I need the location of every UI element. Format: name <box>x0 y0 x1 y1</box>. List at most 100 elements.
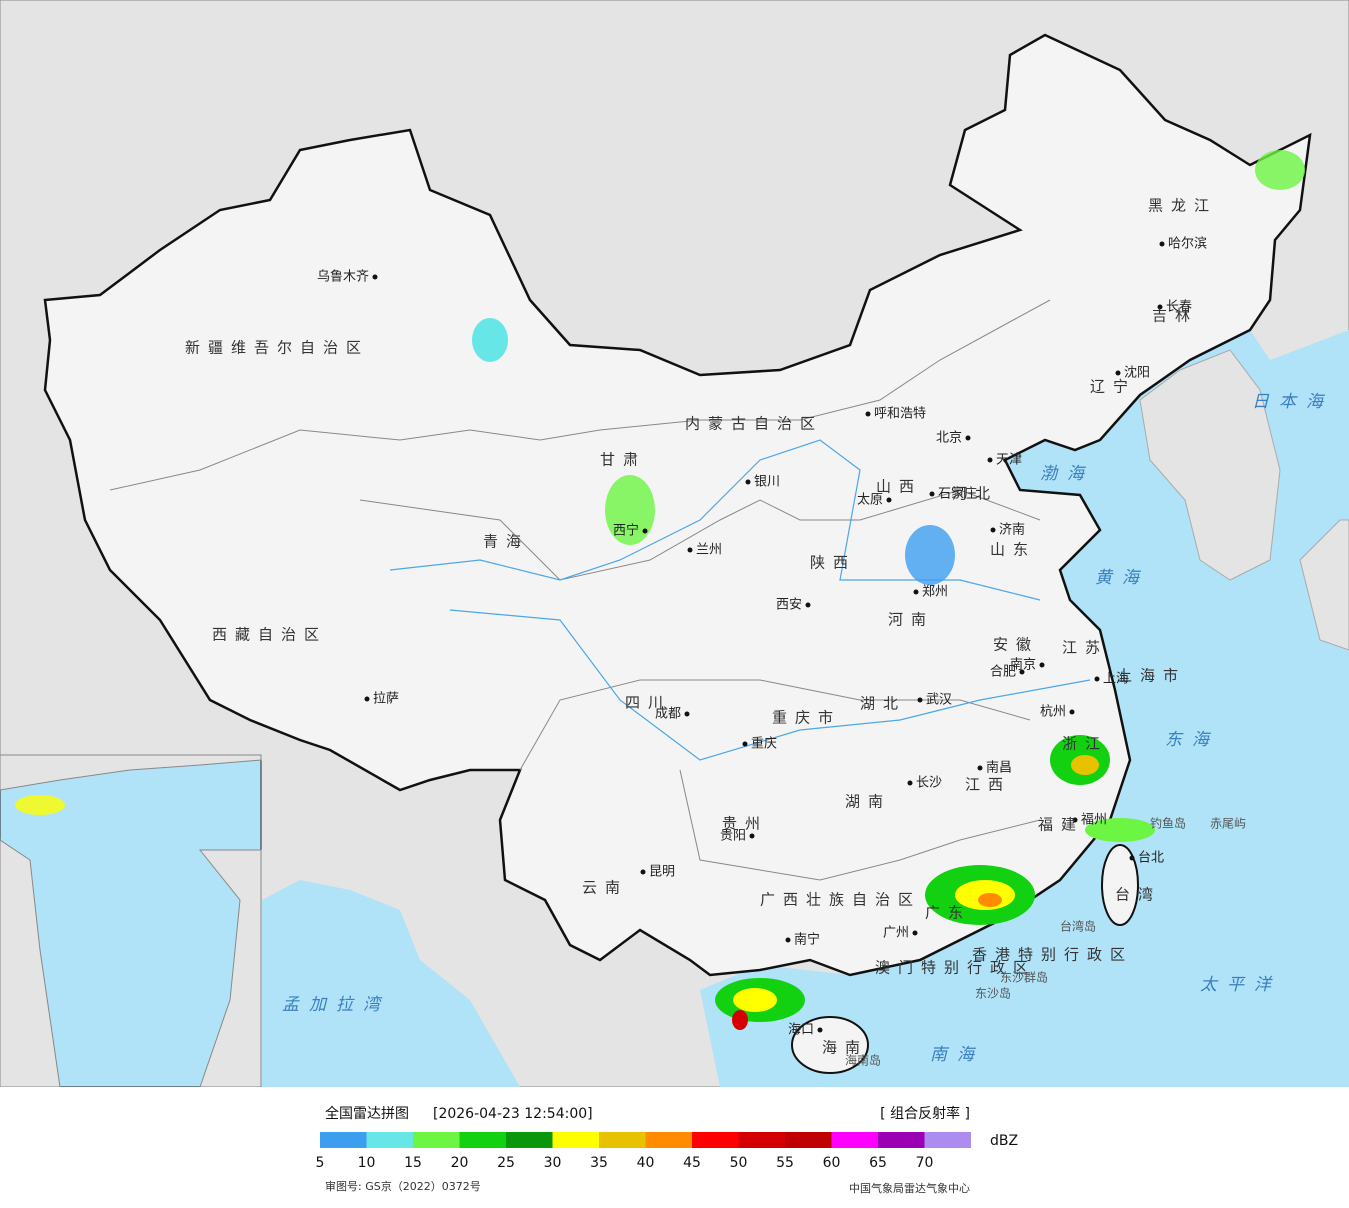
city-marker <box>372 274 378 280</box>
city-marker <box>977 765 983 771</box>
title: 全国雷达拼图 <box>325 1105 409 1122</box>
city-label: 拉萨 <box>373 692 399 707</box>
city-marker <box>917 697 923 703</box>
bay-of-bengal <box>262 880 520 1087</box>
island-label: 海南岛 <box>845 1053 881 1068</box>
legend-tick-label: 5 <box>316 1155 325 1171</box>
product: [ 组合反射率 ] <box>880 1105 970 1122</box>
color-box <box>878 1132 925 1148</box>
city-marker <box>684 711 690 717</box>
color-box <box>366 1132 413 1148</box>
region-label: 山西 <box>876 478 922 496</box>
region-label: 河南 <box>888 611 934 629</box>
region-label: 辽宁 <box>1090 378 1136 396</box>
echo <box>733 988 777 1012</box>
region-label: 海南 <box>822 1039 868 1057</box>
hainan-island <box>791 1016 869 1074</box>
color-box <box>831 1132 878 1148</box>
region-label: 湖北 <box>860 695 906 713</box>
city-marker <box>742 741 748 747</box>
city-label: 台北 <box>1138 851 1164 866</box>
region-label: 上海市 <box>1117 667 1186 685</box>
sea-label: 南海 <box>930 1045 984 1065</box>
color-box <box>459 1132 506 1148</box>
region-label: 重庆市 <box>772 709 841 727</box>
region-label: 山东 <box>990 541 1036 559</box>
city-marker <box>785 937 791 943</box>
region-label: 甘肃 <box>600 451 646 469</box>
river <box>389 439 1041 601</box>
city-marker <box>990 527 996 533</box>
city-label: 呼和浩特 <box>874 407 926 422</box>
legend-tick-label: 25 <box>497 1155 515 1171</box>
city-label: 昆明 <box>649 865 675 880</box>
region-label: 陕西 <box>810 554 856 572</box>
city-label: 上海 <box>1103 672 1129 687</box>
city-label: 南京 <box>1010 657 1036 673</box>
color-box <box>552 1132 599 1148</box>
city-label: 成都 <box>655 707 681 722</box>
rivers <box>389 439 1091 761</box>
region-label: 福建 <box>1038 816 1084 834</box>
city-marker <box>640 869 646 875</box>
city-label: 太原 <box>857 493 883 508</box>
city-marker <box>913 589 919 595</box>
city-label: 海口 <box>788 1023 814 1038</box>
legend-tick-label: 30 <box>544 1155 562 1171</box>
sea-label: 渤海 <box>1040 464 1094 484</box>
region-label: 贵州 <box>722 815 768 833</box>
city-label: 杭州 <box>1040 705 1066 720</box>
island-label: 东沙岛 <box>975 986 1011 1001</box>
city-label: 西宁 <box>613 523 639 539</box>
color-box <box>413 1132 460 1148</box>
legend-tick-label: 45 <box>683 1155 701 1171</box>
city-marker <box>1159 241 1165 247</box>
korea-peninsula <box>1139 349 1281 581</box>
city-marker <box>817 1027 823 1033</box>
city-label: 天津 <box>996 453 1022 468</box>
echo <box>905 525 955 585</box>
city-label: 福州 <box>1081 813 1107 828</box>
city-label: 哈尔滨 <box>1168 236 1207 252</box>
city-label: 南昌 <box>986 760 1012 776</box>
timestamp: [2026-04-23 12:54:00] <box>433 1106 593 1122</box>
region-label: 青海 <box>483 533 529 551</box>
approval-number: 审图号: GS京（2022）0372号 <box>325 1179 481 1193</box>
city-label: 兰州 <box>696 543 722 558</box>
city-marker <box>805 602 811 608</box>
island-label: 东沙群岛 <box>1000 970 1048 985</box>
city-marker <box>687 547 693 553</box>
region-label: 河北 <box>952 485 998 503</box>
source: 中国气象局雷达气象中心 <box>849 1181 970 1195</box>
radar-echoes <box>472 150 1305 1030</box>
island-label: 台湾岛 <box>1060 919 1096 934</box>
city-marker <box>886 497 892 503</box>
inset-south-china-sea <box>0 754 262 1088</box>
sea-label: 日本海 <box>1252 392 1333 412</box>
japan <box>1299 519 1349 651</box>
legend-tick-label: 35 <box>590 1155 608 1171</box>
city-label: 郑州 <box>922 585 948 600</box>
legend-tick-label: 20 <box>451 1155 469 1171</box>
region-label: 黑龙江 <box>1148 197 1217 215</box>
city-marker <box>912 930 918 936</box>
city-label: 武汉 <box>926 693 952 708</box>
region-label: 安徽 <box>993 636 1039 654</box>
city-marker <box>987 457 993 463</box>
color-box <box>738 1132 785 1148</box>
city-label: 银川 <box>754 475 780 490</box>
region-label: 江西 <box>965 776 1011 794</box>
region-label: 云南 <box>582 879 628 897</box>
city-label: 石家庄 <box>938 486 977 502</box>
region-label: 广西壮族自治区 <box>760 891 921 909</box>
river <box>449 609 1091 761</box>
city-label: 南宁 <box>794 932 820 948</box>
sea-label: 黄海 <box>1095 568 1149 588</box>
city-marker <box>1157 304 1163 310</box>
border <box>109 299 1051 491</box>
color-box <box>924 1132 971 1148</box>
echo <box>978 893 1002 907</box>
city-label: 北京 <box>936 431 962 446</box>
echo <box>15 795 65 815</box>
